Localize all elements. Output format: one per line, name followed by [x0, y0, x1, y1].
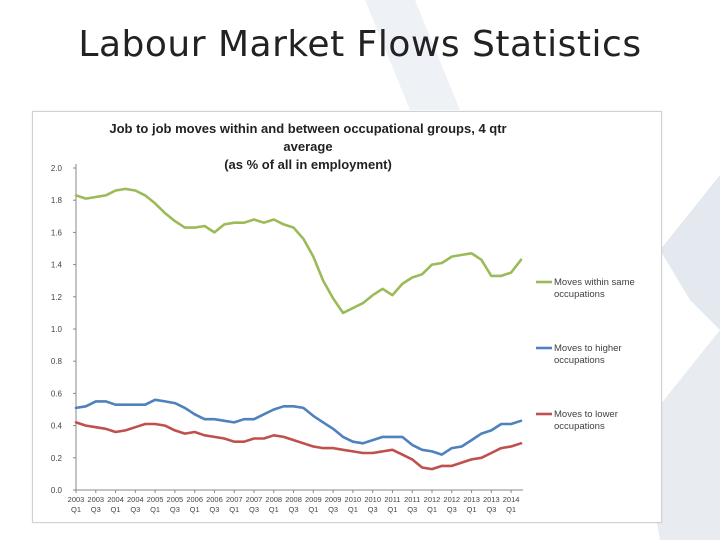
x-tick-quarter-label: Q3 [407, 505, 417, 514]
x-tick-quarter-label: Q1 [467, 505, 477, 514]
x-tick-year-label: 2012 [424, 495, 441, 504]
x-tick-quarter-label: Q3 [130, 505, 140, 514]
x-tick-quarter-label: Q3 [486, 505, 496, 514]
x-tick-quarter-label: Q1 [348, 505, 358, 514]
x-tick-quarter-label: Q1 [190, 505, 200, 514]
chart-frame: Job to job moves within and between occu… [32, 111, 662, 523]
x-tick-quarter-label: Q3 [170, 505, 180, 514]
y-tick-label: 1.0 [51, 325, 63, 334]
series-line-to-higher [74, 398, 523, 456]
x-tick-year-label: 2010 [364, 495, 381, 504]
legend-label: occupations [554, 355, 605, 366]
x-tick-year-label: 2004 [107, 495, 124, 504]
x-tick-quarter-label: Q1 [506, 505, 516, 514]
series-line-to-lower [74, 421, 523, 471]
x-tick-quarter-label: Q3 [447, 505, 457, 514]
y-tick-label: 0.0 [51, 486, 63, 495]
x-tick-year-label: 2007 [226, 495, 243, 504]
chart-title: Job to job moves within and between occu… [93, 120, 523, 174]
watermark-stripe-top [365, 0, 460, 110]
y-tick-label: 1.8 [51, 196, 63, 205]
x-tick-quarter-label: Q3 [249, 505, 259, 514]
legend-label: occupations [554, 289, 605, 300]
x-tick-year-label: 2009 [325, 495, 342, 504]
x-tick-year-label: 2009 [305, 495, 322, 504]
legend-label: Moves to higher [554, 343, 622, 354]
x-tick-quarter-label: Q1 [387, 505, 397, 514]
y-tick-label: 0.8 [51, 357, 63, 366]
chart-plot: 0.00.20.40.60.81.01.21.41.61.82.02003Q12… [51, 164, 635, 514]
x-tick-year-label: 2014 [503, 495, 520, 504]
y-tick-label: 1.2 [51, 293, 63, 302]
x-tick-year-label: 2005 [147, 495, 164, 504]
y-tick-label: 0.4 [51, 422, 63, 431]
x-tick-quarter-label: Q1 [150, 505, 160, 514]
x-tick-year-label: 2010 [345, 495, 362, 504]
legend-label: occupations [554, 421, 605, 432]
x-tick-year-label: 2007 [246, 495, 263, 504]
x-tick-year-label: 2013 [463, 495, 480, 504]
x-tick-quarter-label: Q1 [308, 505, 318, 514]
x-tick-year-label: 2003 [87, 495, 104, 504]
x-tick-year-label: 2012 [443, 495, 460, 504]
chart-subtitle-line: (as % of all in employment) [224, 157, 392, 172]
x-tick-year-label: 2004 [127, 495, 144, 504]
x-tick-quarter-label: Q3 [289, 505, 299, 514]
x-tick-quarter-label: Q3 [91, 505, 101, 514]
x-tick-year-label: 2003 [68, 495, 85, 504]
x-tick-year-label: 2008 [265, 495, 282, 504]
x-tick-year-label: 2006 [186, 495, 203, 504]
x-tick-quarter-label: Q1 [427, 505, 437, 514]
x-tick-quarter-label: Q3 [209, 505, 219, 514]
x-tick-year-label: 2011 [404, 495, 420, 504]
x-tick-year-label: 2013 [483, 495, 500, 504]
watermark-chevron-right [660, 175, 720, 330]
x-tick-quarter-label: Q3 [368, 505, 378, 514]
x-tick-year-label: 2006 [206, 495, 223, 504]
x-tick-quarter-label: Q1 [229, 505, 239, 514]
y-tick-label: 2.0 [51, 164, 63, 173]
y-tick-label: 1.4 [51, 261, 63, 270]
series-line-within-same [74, 187, 523, 315]
y-tick-label: 0.6 [51, 389, 63, 398]
legend-label: Moves to lower [554, 409, 618, 420]
y-tick-label: 1.6 [51, 228, 63, 237]
slide-title: Labour Market Flows Statistics [78, 24, 642, 65]
x-tick-quarter-label: Q1 [71, 505, 81, 514]
x-tick-year-label: 2008 [285, 495, 302, 504]
x-tick-year-label: 2005 [167, 495, 184, 504]
legend-label: Moves within same [554, 277, 635, 288]
x-tick-quarter-label: Q3 [328, 505, 338, 514]
chart-title-line: Job to job moves within and between occu… [109, 121, 507, 154]
x-tick-quarter-label: Q1 [269, 505, 279, 514]
x-tick-quarter-label: Q1 [111, 505, 121, 514]
y-tick-label: 0.2 [51, 454, 63, 463]
x-tick-year-label: 2011 [384, 495, 400, 504]
